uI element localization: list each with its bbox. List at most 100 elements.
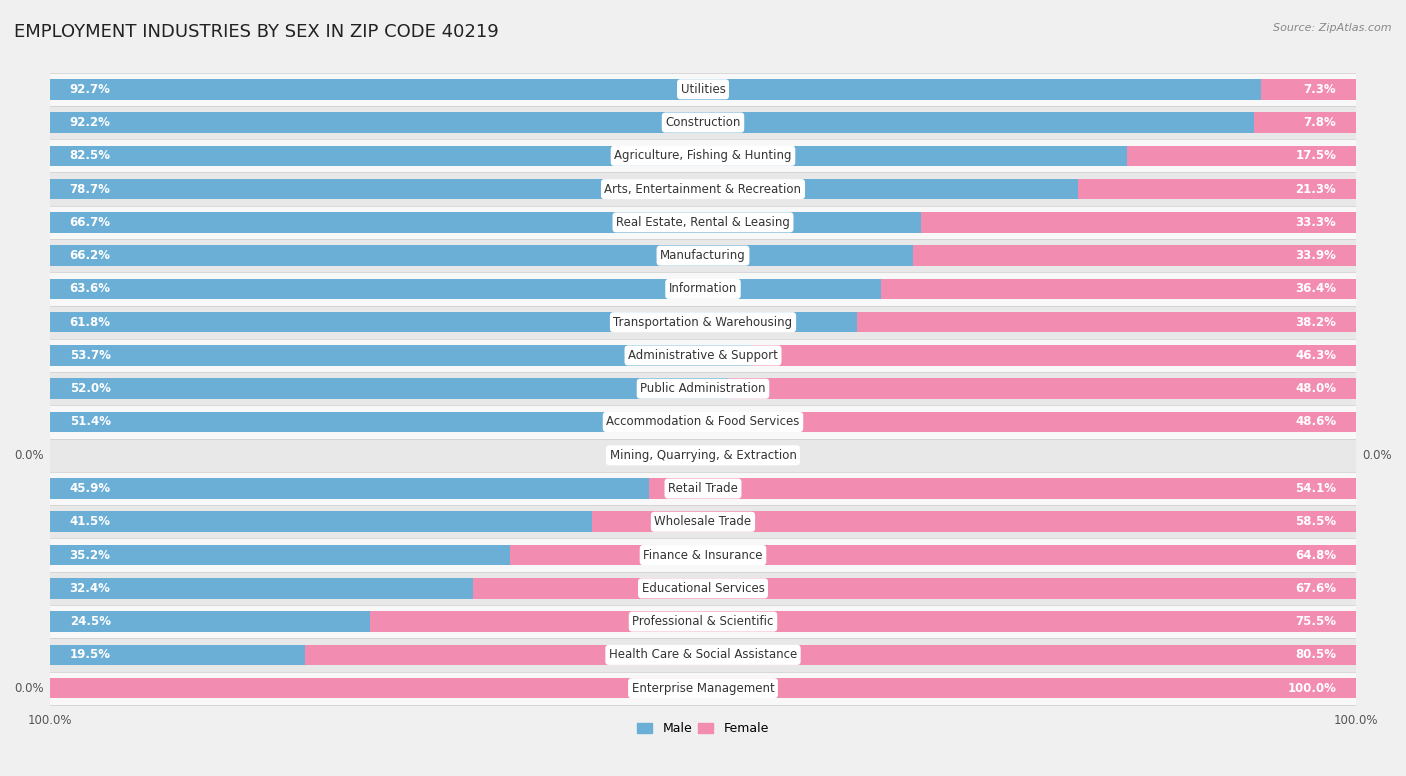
- Bar: [51, 472, 1355, 505]
- Text: Mining, Quarrying, & Extraction: Mining, Quarrying, & Extraction: [610, 449, 796, 462]
- Text: Manufacturing: Manufacturing: [661, 249, 745, 262]
- Text: Enterprise Management: Enterprise Management: [631, 681, 775, 695]
- Text: 80.5%: 80.5%: [1295, 649, 1336, 661]
- Text: 54.1%: 54.1%: [1295, 482, 1336, 495]
- Bar: [51, 239, 1355, 272]
- Text: 21.3%: 21.3%: [1295, 182, 1336, 196]
- Bar: [51, 146, 1128, 166]
- Bar: [51, 306, 1355, 339]
- Bar: [474, 578, 1355, 598]
- Legend: Male, Female: Male, Female: [633, 717, 773, 740]
- Text: 36.4%: 36.4%: [1295, 282, 1336, 296]
- Bar: [730, 379, 1355, 399]
- Text: Source: ZipAtlas.com: Source: ZipAtlas.com: [1274, 23, 1392, 33]
- Text: Finance & Insurance: Finance & Insurance: [644, 549, 762, 562]
- Bar: [1128, 146, 1355, 166]
- Text: 64.8%: 64.8%: [1295, 549, 1336, 562]
- Bar: [51, 638, 1355, 671]
- Text: 41.5%: 41.5%: [70, 515, 111, 528]
- Bar: [51, 578, 474, 598]
- Text: 82.5%: 82.5%: [70, 149, 111, 162]
- Text: Health Care & Social Assistance: Health Care & Social Assistance: [609, 649, 797, 661]
- Bar: [921, 212, 1355, 233]
- Text: Information: Information: [669, 282, 737, 296]
- Text: 66.7%: 66.7%: [70, 216, 111, 229]
- Bar: [51, 545, 510, 566]
- Bar: [510, 545, 1355, 566]
- Bar: [51, 73, 1355, 106]
- Bar: [51, 272, 1355, 306]
- Text: 7.8%: 7.8%: [1303, 116, 1336, 129]
- Text: 19.5%: 19.5%: [70, 649, 111, 661]
- Bar: [51, 339, 1355, 372]
- Bar: [51, 511, 592, 532]
- Bar: [51, 505, 1355, 539]
- Bar: [51, 671, 1355, 705]
- Bar: [51, 611, 370, 632]
- Bar: [914, 245, 1355, 266]
- Text: 92.2%: 92.2%: [70, 116, 111, 129]
- Bar: [51, 678, 1355, 698]
- Bar: [51, 178, 1078, 199]
- Text: 33.9%: 33.9%: [1295, 249, 1336, 262]
- Text: 33.3%: 33.3%: [1295, 216, 1336, 229]
- Text: 53.7%: 53.7%: [70, 349, 111, 362]
- Bar: [370, 611, 1355, 632]
- Bar: [51, 106, 1355, 139]
- Bar: [721, 412, 1355, 432]
- Bar: [51, 172, 1355, 206]
- Text: Wholesale Trade: Wholesale Trade: [654, 515, 752, 528]
- Text: 17.5%: 17.5%: [1295, 149, 1336, 162]
- Text: 92.7%: 92.7%: [70, 83, 111, 95]
- Bar: [51, 206, 1355, 239]
- Text: Accommodation & Food Services: Accommodation & Food Services: [606, 415, 800, 428]
- Bar: [51, 412, 721, 432]
- Bar: [51, 345, 751, 365]
- Text: Agriculture, Fishing & Hunting: Agriculture, Fishing & Hunting: [614, 149, 792, 162]
- Text: EMPLOYMENT INDUSTRIES BY SEX IN ZIP CODE 40219: EMPLOYMENT INDUSTRIES BY SEX IN ZIP CODE…: [14, 23, 499, 41]
- Bar: [650, 478, 1355, 499]
- Bar: [51, 312, 858, 332]
- Text: Administrative & Support: Administrative & Support: [628, 349, 778, 362]
- Bar: [1254, 113, 1355, 133]
- Text: 78.7%: 78.7%: [70, 182, 111, 196]
- Text: Arts, Entertainment & Recreation: Arts, Entertainment & Recreation: [605, 182, 801, 196]
- Text: Professional & Scientific: Professional & Scientific: [633, 615, 773, 628]
- Text: 32.4%: 32.4%: [70, 582, 111, 595]
- Text: 51.4%: 51.4%: [70, 415, 111, 428]
- Bar: [51, 478, 650, 499]
- Bar: [51, 405, 1355, 438]
- Bar: [305, 645, 1355, 665]
- Text: 24.5%: 24.5%: [70, 615, 111, 628]
- Bar: [51, 539, 1355, 572]
- Text: 48.6%: 48.6%: [1295, 415, 1336, 428]
- Text: 46.3%: 46.3%: [1295, 349, 1336, 362]
- Bar: [51, 572, 1355, 605]
- Bar: [751, 345, 1355, 365]
- Text: 35.2%: 35.2%: [70, 549, 111, 562]
- Text: 66.2%: 66.2%: [70, 249, 111, 262]
- Bar: [51, 245, 914, 266]
- Bar: [51, 279, 880, 300]
- Text: 61.8%: 61.8%: [70, 316, 111, 329]
- Bar: [858, 312, 1355, 332]
- Bar: [51, 139, 1355, 172]
- Bar: [880, 279, 1355, 300]
- Text: Retail Trade: Retail Trade: [668, 482, 738, 495]
- Bar: [51, 605, 1355, 638]
- Text: 52.0%: 52.0%: [70, 383, 111, 395]
- Text: 67.6%: 67.6%: [1295, 582, 1336, 595]
- Text: 0.0%: 0.0%: [14, 449, 44, 462]
- Text: 48.0%: 48.0%: [1295, 383, 1336, 395]
- Bar: [51, 113, 1254, 133]
- Bar: [51, 372, 1355, 405]
- Bar: [1078, 178, 1355, 199]
- Text: Real Estate, Rental & Leasing: Real Estate, Rental & Leasing: [616, 216, 790, 229]
- Text: Educational Services: Educational Services: [641, 582, 765, 595]
- Text: Utilities: Utilities: [681, 83, 725, 95]
- Text: Transportation & Warehousing: Transportation & Warehousing: [613, 316, 793, 329]
- Text: 45.9%: 45.9%: [70, 482, 111, 495]
- Text: 63.6%: 63.6%: [70, 282, 111, 296]
- Bar: [51, 645, 305, 665]
- Bar: [592, 511, 1355, 532]
